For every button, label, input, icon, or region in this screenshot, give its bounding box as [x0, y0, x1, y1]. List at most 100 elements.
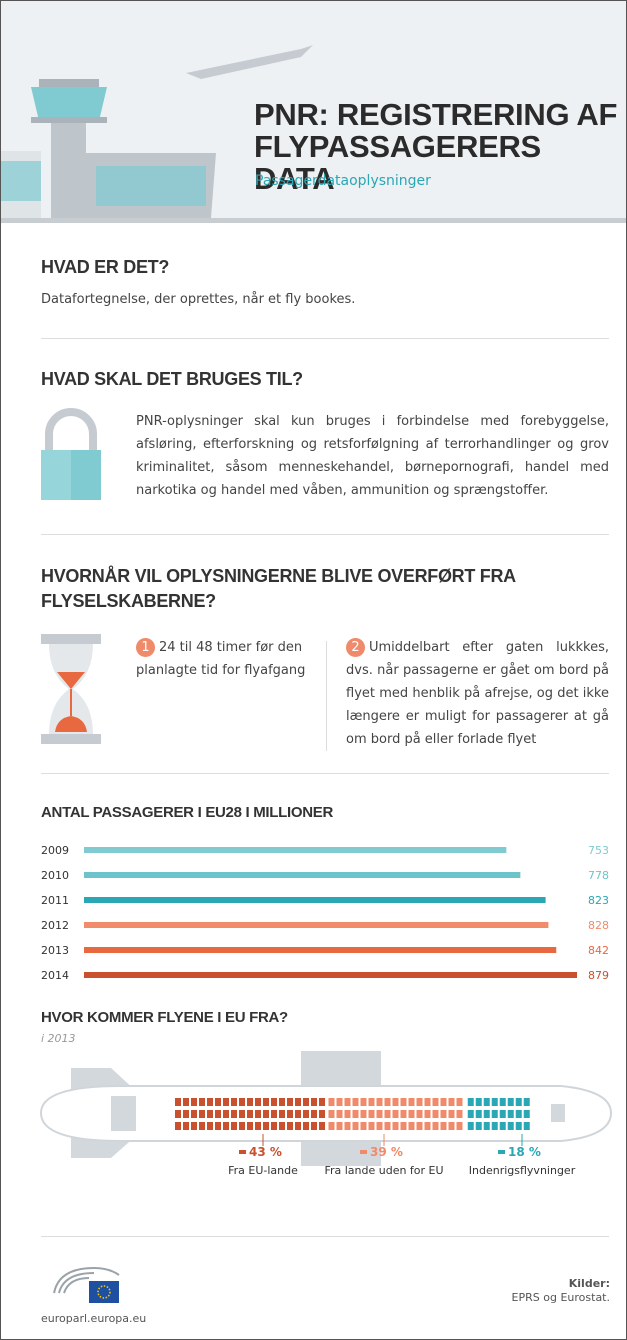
- bar: [84, 947, 556, 953]
- seat: [319, 1098, 325, 1106]
- section-heading: HVAD ER DET?: [41, 257, 169, 278]
- seat: [425, 1122, 431, 1130]
- seat: [369, 1110, 375, 1118]
- sources: EPRS og Eurostat.: [512, 1291, 610, 1304]
- seat: [295, 1110, 301, 1118]
- seat: [329, 1098, 335, 1106]
- seat: [457, 1098, 463, 1106]
- seat: [271, 1122, 277, 1130]
- seat: [500, 1098, 506, 1106]
- seat: [311, 1098, 317, 1106]
- category-label: Indenrigsflyvninger: [469, 1164, 576, 1177]
- seat: [468, 1098, 474, 1106]
- seat: [433, 1110, 439, 1118]
- seat: [492, 1122, 498, 1130]
- bar: [84, 847, 506, 853]
- seat: [500, 1122, 506, 1130]
- seat: [199, 1110, 205, 1118]
- value-label: 828: [588, 919, 609, 932]
- seat: [524, 1098, 530, 1106]
- seat: [183, 1110, 189, 1118]
- seat: [361, 1122, 367, 1130]
- seat: [441, 1098, 447, 1106]
- seat: [295, 1122, 301, 1130]
- seat: [492, 1110, 498, 1118]
- sources-label: Kilder:: [569, 1277, 610, 1290]
- seat: [231, 1098, 237, 1106]
- seat: [377, 1110, 383, 1118]
- seat: [385, 1122, 391, 1130]
- legend-marker: [239, 1150, 246, 1154]
- year-label: 2011: [41, 894, 69, 907]
- seat: [449, 1110, 455, 1118]
- seat: [508, 1098, 514, 1106]
- seat: [263, 1098, 269, 1106]
- ep-logo: [49, 1263, 124, 1308]
- seat: [441, 1110, 447, 1118]
- seat: [207, 1122, 213, 1130]
- seat: [524, 1122, 530, 1130]
- seat: [353, 1110, 359, 1118]
- seat: [215, 1110, 221, 1118]
- seat: [239, 1122, 245, 1130]
- seat: [441, 1122, 447, 1130]
- bar: [84, 897, 546, 903]
- infographic: PNR: REGISTRERING AFFLYPASSAGERERS DATA …: [0, 0, 627, 1340]
- seat: [231, 1110, 237, 1118]
- year-label: 2013: [41, 944, 69, 957]
- seat: [223, 1122, 229, 1130]
- divider: [41, 338, 609, 339]
- category-label: Fra EU-lande: [228, 1164, 298, 1177]
- seat: [191, 1122, 197, 1130]
- seat: [524, 1110, 530, 1118]
- seat: [409, 1098, 415, 1106]
- seat: [247, 1110, 253, 1118]
- section-text: Datafortegnelse, der oprettes, når et fl…: [41, 288, 355, 311]
- seat: [516, 1098, 522, 1106]
- value-label: 43 %: [249, 1145, 282, 1159]
- value-label: 39 %: [370, 1145, 403, 1159]
- year-label: 2010: [41, 869, 69, 882]
- legend-marker: [498, 1150, 505, 1154]
- seat: [417, 1110, 423, 1118]
- seat: [207, 1110, 213, 1118]
- seat: [361, 1098, 367, 1106]
- seat: [311, 1110, 317, 1118]
- seat: [457, 1110, 463, 1118]
- seat: [337, 1122, 343, 1130]
- seat: [476, 1110, 482, 1118]
- value-label: 778: [588, 869, 609, 882]
- seat: [476, 1098, 482, 1106]
- bar: [84, 872, 520, 878]
- seat: [239, 1098, 245, 1106]
- seat: [508, 1122, 514, 1130]
- seat: [476, 1122, 482, 1130]
- step: 2Umiddelbart efter gaten lukkkes, dvs. n…: [346, 636, 609, 751]
- seat: [183, 1122, 189, 1130]
- seat: [303, 1098, 309, 1106]
- value-label: 879: [588, 969, 609, 982]
- seat: [319, 1122, 325, 1130]
- seat: [329, 1110, 335, 1118]
- seat: [287, 1110, 293, 1118]
- divider: [326, 641, 327, 751]
- seat: [433, 1122, 439, 1130]
- seat: [468, 1110, 474, 1118]
- seat: [345, 1110, 351, 1118]
- seat: [231, 1122, 237, 1130]
- seat: [247, 1098, 253, 1106]
- category-label: Fra lande uden for EU: [324, 1164, 443, 1177]
- seat: [377, 1098, 383, 1106]
- seat: [377, 1122, 383, 1130]
- seat: [401, 1110, 407, 1118]
- value-label: 753: [588, 844, 609, 857]
- seat: [255, 1110, 261, 1118]
- chart-title: ANTAL PASSAGERER I EU28 I MILLIONER: [41, 804, 333, 821]
- seat: [263, 1110, 269, 1118]
- seat: [223, 1098, 229, 1106]
- seat: [303, 1122, 309, 1130]
- seat: [401, 1122, 407, 1130]
- seat: [279, 1098, 285, 1106]
